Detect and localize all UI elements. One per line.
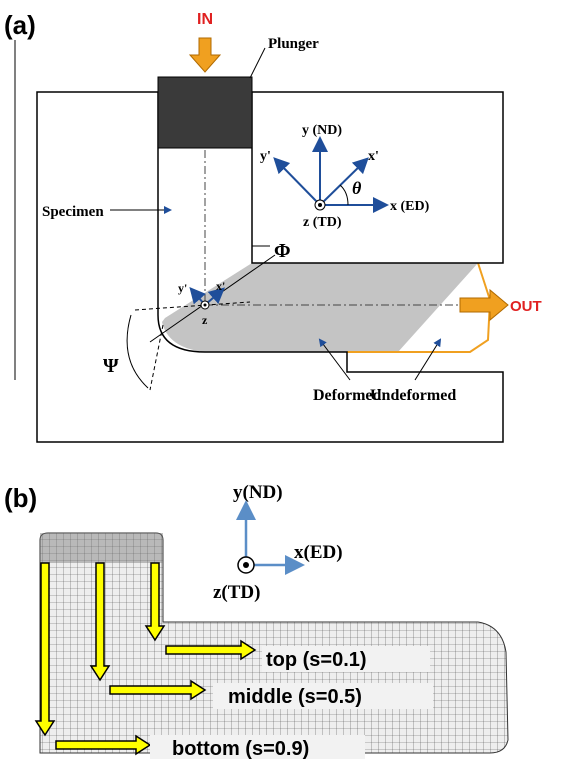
undeformed-label: Undeformed [370, 387, 456, 404]
axis-label: x(ED) [294, 542, 343, 563]
plunger [158, 77, 252, 148]
axis-arrow [276, 160, 320, 205]
panel-label: (b) [4, 483, 37, 513]
origin-dot [204, 304, 207, 307]
out-arrow [460, 290, 508, 320]
axis-label: y' [260, 149, 271, 164]
leader [250, 48, 265, 78]
path-label: middle (s=0.5) [228, 686, 362, 708]
path-label: bottom (s=0.9) [172, 738, 309, 760]
axis-label: y (ND) [302, 123, 342, 138]
plunger-label: Plunger [268, 36, 319, 52]
axis-label: x (ED) [390, 199, 430, 214]
axis-label: y' [178, 281, 187, 295]
axis-label: z(TD) [213, 582, 260, 603]
in-label: IN [197, 11, 213, 28]
out-label: OUT [510, 298, 542, 315]
axis-label: θ [352, 178, 362, 198]
axis-label: y(ND) [233, 482, 283, 503]
in-arrow [190, 38, 220, 72]
dashed-line [150, 325, 163, 390]
specimen-label: Specimen [42, 204, 104, 220]
axis-label: z (TD) [303, 215, 342, 230]
origin-dot [243, 562, 249, 568]
psi-label: Ψ [103, 355, 119, 377]
theta-arc [340, 185, 348, 205]
axis-label: x' [368, 149, 379, 164]
phi-label: Φ [274, 240, 291, 262]
deformed-region [162, 263, 478, 352]
origin-dot [318, 203, 322, 207]
path-label: top (s=0.1) [266, 649, 367, 671]
die-upper [252, 92, 503, 263]
psi-arc [127, 315, 148, 388]
mesh-top [40, 533, 163, 563]
axis-label: x' [216, 279, 225, 293]
leader [415, 340, 440, 380]
figure: (a) IN Plunger Specimen y (ND) y' x' θ x… [0, 0, 565, 761]
panel-label: (a) [4, 10, 36, 40]
axis-label: z [202, 313, 208, 327]
